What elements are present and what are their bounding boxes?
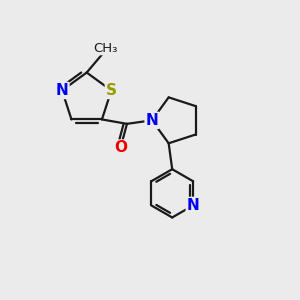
Text: N: N — [146, 113, 158, 128]
Text: N: N — [187, 198, 200, 213]
Text: O: O — [114, 140, 127, 155]
Text: CH₃: CH₃ — [93, 42, 117, 55]
Text: N: N — [56, 83, 68, 98]
Text: S: S — [106, 83, 117, 98]
